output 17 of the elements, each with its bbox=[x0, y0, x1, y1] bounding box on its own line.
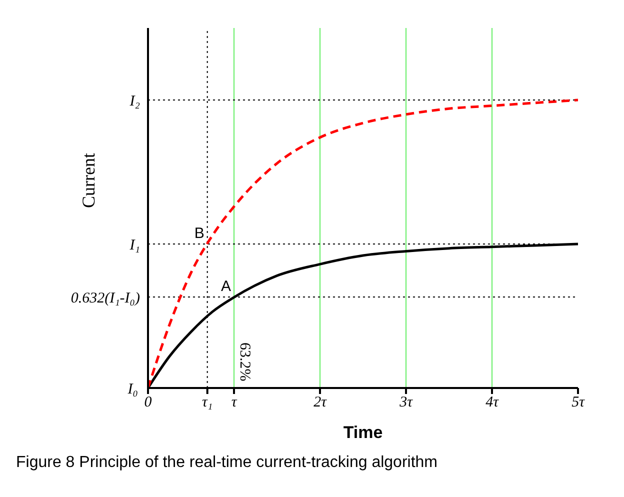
x-tick-label: 5τ bbox=[572, 394, 586, 411]
x-tick-label: 2τ bbox=[314, 394, 328, 411]
annotation: A bbox=[220, 278, 232, 295]
x-axis-title: Time bbox=[343, 423, 383, 442]
caption: Figure 8 Principle of the real-time current-tracking algorithm bbox=[16, 454, 438, 472]
x-tick-label: 3τ bbox=[398, 394, 414, 411]
ref-line-label: I₂ bbox=[128, 93, 140, 110]
x-tick-label: 0 bbox=[144, 394, 152, 411]
x-tick-label: τ bbox=[231, 394, 238, 411]
annotation: 63.2% bbox=[236, 342, 253, 382]
ref-line-label: I₁ bbox=[128, 237, 140, 254]
x-tick-label: τ₁ bbox=[202, 394, 213, 411]
annotation: I₀ bbox=[126, 381, 138, 398]
ref-line-label: 0.632(I₁-I₀) bbox=[70, 290, 140, 306]
annotation: B bbox=[194, 225, 204, 242]
y-axis-title: Current bbox=[78, 153, 98, 208]
x-tick-label: 4τ bbox=[486, 394, 500, 411]
